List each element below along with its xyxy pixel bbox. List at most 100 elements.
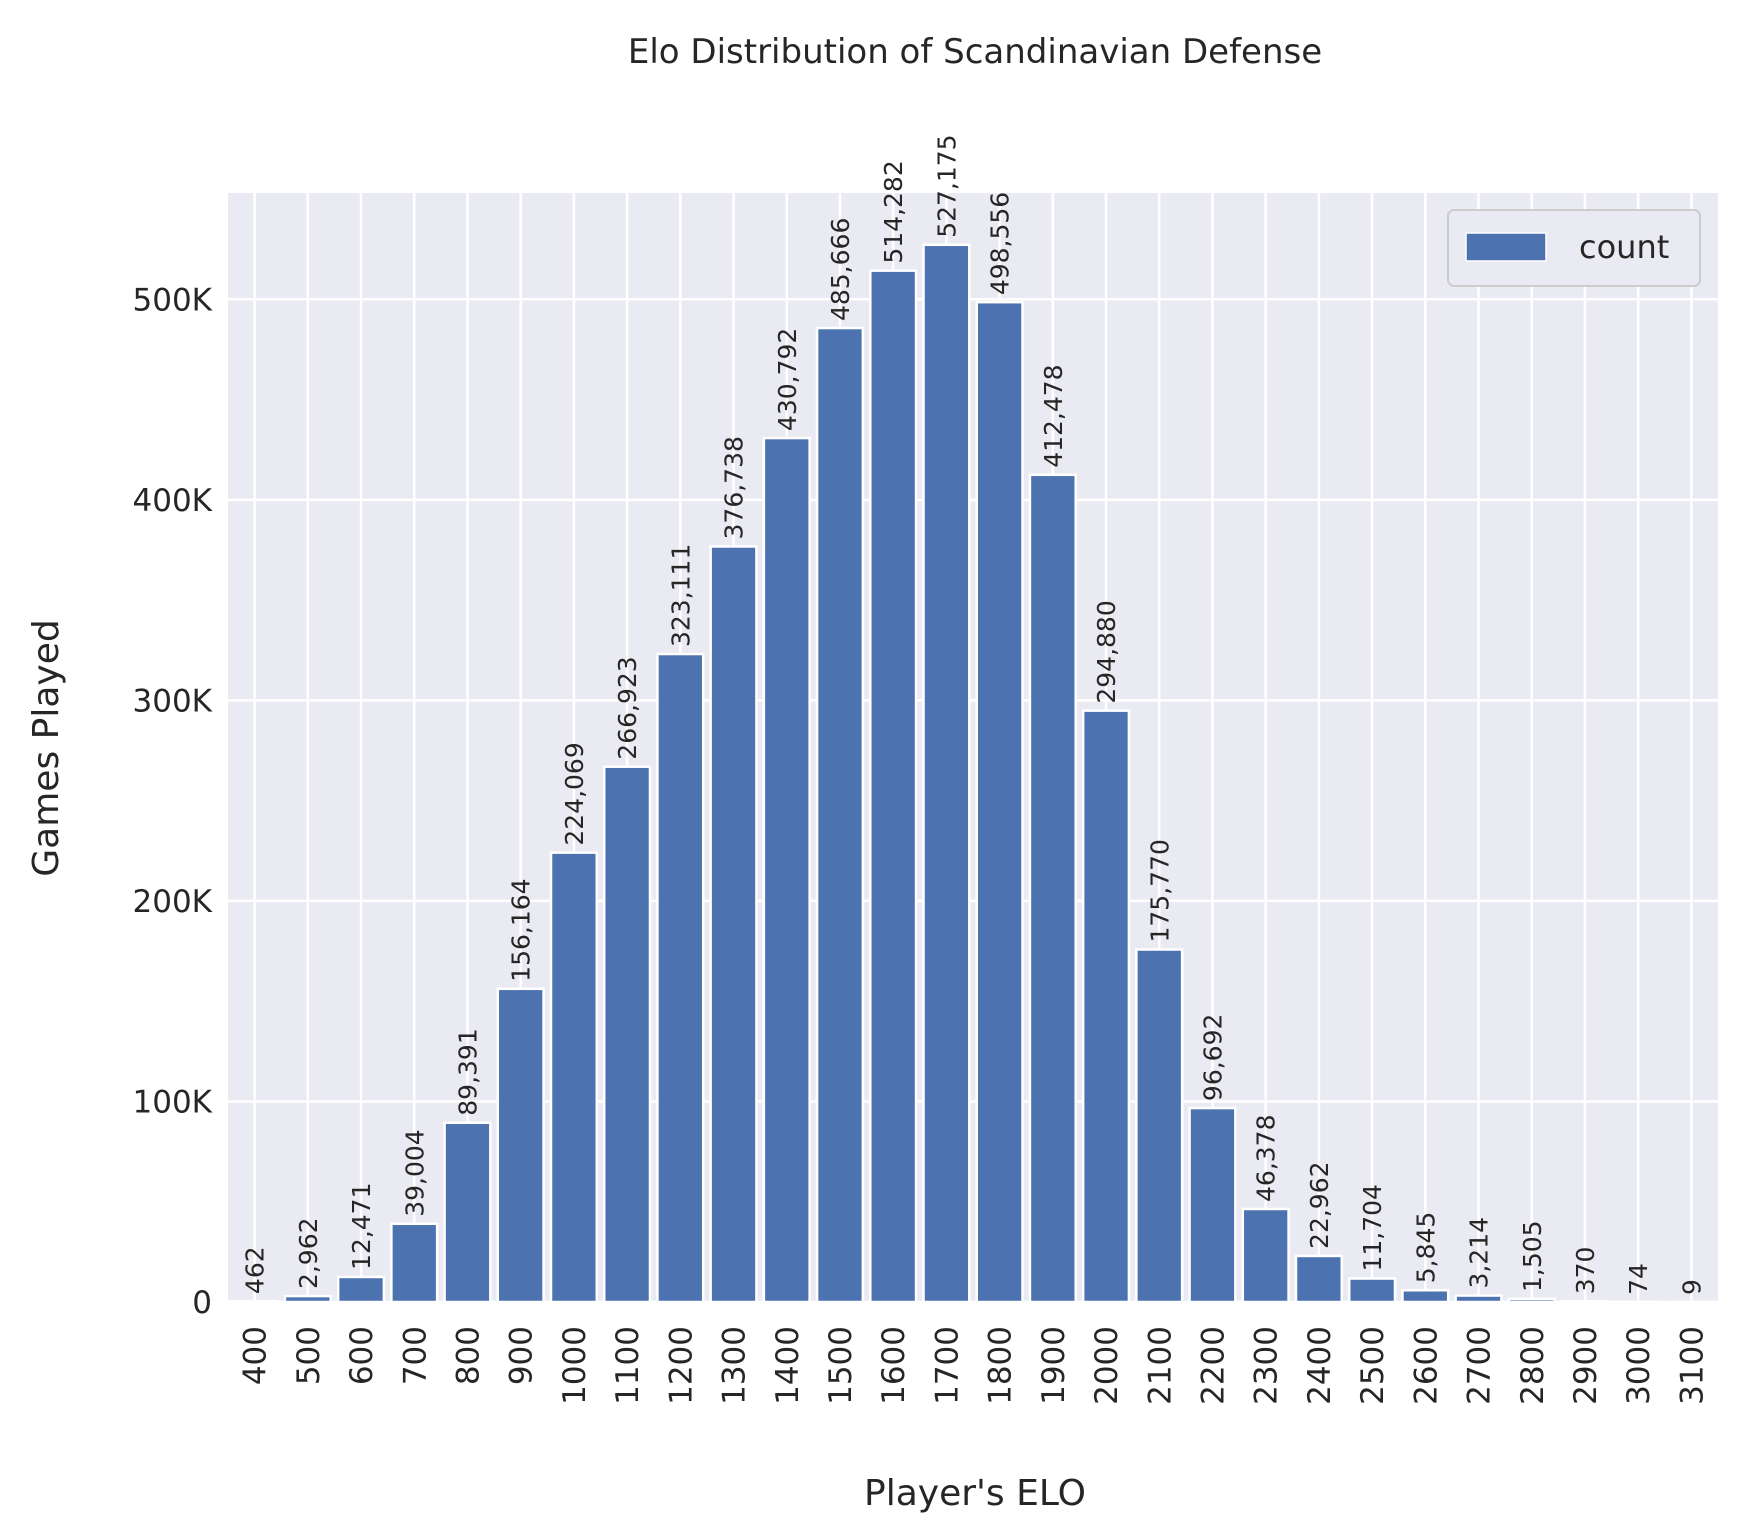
bar-1900 [1028,473,1077,1304]
bar-value-label: 323,111 [666,544,695,647]
bar-400 [230,1299,279,1304]
x-tick-label: 1400 [770,1326,806,1405]
x-tick-label: 700 [397,1326,433,1385]
bar-2900 [1560,1300,1610,1304]
bar-2400 [1294,1254,1344,1304]
bar-1200 [656,652,705,1304]
x-tick-label: 3100 [1674,1326,1710,1405]
x-tick-label: 1900 [1036,1326,1072,1405]
x-tick-label: 2000 [1089,1326,1125,1405]
x-tick-label: 2600 [1408,1326,1444,1405]
bar-value-label: 485,666 [826,218,855,321]
bar-value-label: 96,692 [1198,1014,1227,1101]
bar-1100 [602,765,652,1304]
bar-labels: 462 2,962 12,471 39,004 89,391 156,164 224,069… [241,134,1707,1295]
bar-3000 [1614,1300,1663,1304]
x-tick-label: 400 [238,1326,274,1385]
bar-2700 [1454,1294,1503,1304]
y-tick-label: 100K [133,1084,213,1120]
x-tick-label: 1700 [929,1326,965,1405]
bar-1300 [709,545,758,1304]
x-tick-label: 2500 [1355,1326,1391,1405]
legend-box [1447,209,1701,287]
x-tick-label: 1600 [876,1326,912,1405]
bar-2200 [1188,1106,1237,1304]
bar-2500 [1347,1277,1397,1304]
bar-value-label: 175,770 [1145,839,1174,942]
chart-title: Elo Distribution of Scandinavian Defense [628,32,1322,72]
y-tick-label: 200K [133,884,213,920]
y-ticks: 0 100K 200K 300K 400K 500K [133,282,213,1321]
x-tick-label: 1300 [717,1326,753,1405]
x-tick-label: 1800 [983,1326,1019,1405]
y-tick-label: 300K [133,683,213,719]
y-axis-label: Games Played [26,619,67,876]
x-tick-label: 1000 [557,1326,593,1405]
y-tick-label: 500K [133,282,213,318]
bar-value-label: 3,214 [1465,1217,1494,1289]
bar-800 [443,1121,492,1304]
bar-2800 [1507,1297,1556,1304]
bar-1000 [549,851,599,1304]
legend: count [1447,209,1701,287]
bar-value-label: 376,738 [720,436,749,539]
bar-value-label: 430,792 [773,328,802,431]
bar-value-label: 370 [1571,1247,1600,1295]
x-axis-label: Player's ELO [864,1473,1086,1514]
bar-1500 [815,326,865,1304]
bar-900 [496,987,545,1304]
bar-1400 [762,436,811,1304]
bar-600 [336,1275,386,1304]
x-tick-label: 1500 [823,1326,859,1405]
bar-1600 [869,269,918,1304]
x-tick-label: 2200 [1195,1326,1231,1405]
bar-value-label: 11,704 [1358,1184,1387,1271]
bar-500 [283,1294,332,1304]
x-tick-label: 2300 [1249,1326,1285,1405]
bar-value-label: 39,004 [400,1129,429,1216]
x-tick-label: 1100 [610,1326,646,1405]
bar-value-label: 514,282 [879,160,908,263]
bar-value-label: 2,962 [294,1217,323,1289]
legend-label-count: count [1579,228,1669,266]
x-tick-label: 2100 [1142,1326,1178,1405]
bar-value-label: 498,556 [986,192,1015,295]
bar-value-label: 156,164 [507,878,536,981]
x-tick-label: 500 [291,1326,327,1385]
bar-2600 [1401,1289,1450,1304]
y-tick-label: 0 [192,1285,212,1321]
bar-value-label: 5,845 [1411,1212,1440,1284]
bar-1700 [922,243,971,1304]
x-tick-label: 2900 [1568,1326,1604,1405]
x-ticks: 400 500 600 700 800 900 1000 1100 1200 1300 1400 15… [238,1326,1711,1405]
legend-swatch [1465,232,1547,262]
bar-1800 [975,300,1024,1304]
bar-value-label: 462 [241,1246,270,1294]
x-tick-label: 1200 [663,1326,699,1405]
bar-value-label: 266,923 [613,656,642,759]
bar-value-label: 12,471 [347,1183,376,1270]
bar-value-label: 412,478 [1039,364,1068,467]
bar-3100 [1667,1300,1716,1304]
bar-value-label: 294,880 [1092,600,1121,703]
x-tick-label: 2700 [1462,1326,1498,1405]
x-tick-label: 800 [450,1326,486,1385]
plot-area [228,193,1718,1302]
x-tick-label: 2400 [1302,1326,1338,1405]
x-tick-label: 900 [504,1326,540,1385]
bars [230,243,1716,1304]
bar-2300 [1241,1207,1290,1304]
bar-2000 [1081,709,1131,1304]
bar-value-label: 22,962 [1305,1161,1334,1248]
x-tick-label: 3000 [1621,1326,1657,1405]
y-tick-label: 400K [133,483,213,519]
bar-value-label: 9 [1677,1279,1706,1295]
bar-value-label: 74 [1624,1263,1653,1295]
x-tick-label: 2800 [1515,1326,1551,1405]
bar-value-label: 527,175 [932,134,961,237]
bar-value-label: 89,391 [453,1028,482,1115]
bar-value-label: 224,069 [560,742,589,845]
bar-2100 [1135,948,1184,1304]
